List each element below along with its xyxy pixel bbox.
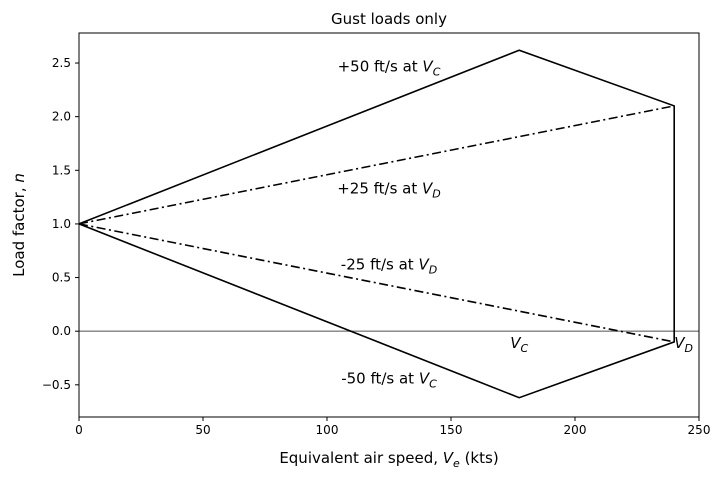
x-tick-label: 200 <box>564 423 587 437</box>
y-tick-label: 1.5 <box>52 163 71 177</box>
annotation-sub: D <box>684 342 692 355</box>
y-tick-label: 0.0 <box>52 324 71 338</box>
annotation-sub: C <box>429 377 437 390</box>
axes-frame <box>78 32 700 418</box>
y-tick-label: −0.5 <box>42 378 71 392</box>
x-axis-label-unit: (kts) <box>460 449 499 467</box>
y-tick-label: 0.5 <box>52 271 71 285</box>
annotation-gust-minus-50: -50 ft/s at VC <box>341 369 437 390</box>
x-axis-label-var: V <box>443 449 455 467</box>
annotation-text: -50 ft/s at <box>341 369 419 387</box>
series-line-dashdot-2 <box>78 223 675 343</box>
annotation-text: +25 ft/s at <box>337 180 422 198</box>
annotation-gust-plus-25: +25 ft/s at VD <box>337 180 441 201</box>
x-axis-label-sub: e <box>453 457 460 470</box>
annotation-gust-plus-50: +50 ft/s at VC <box>338 57 441 78</box>
annotation-var: V <box>422 180 434 198</box>
series-line-dashdot-1 <box>78 105 675 225</box>
x-tick-label: 50 <box>195 423 210 437</box>
series-line-solid-0 <box>78 49 676 399</box>
x-axis-ticks: 0 50 100 150 200 250 <box>75 417 710 437</box>
x-tick-label: 150 <box>440 423 463 437</box>
x-tick-label: 250 <box>688 423 711 437</box>
annotation-speed-vd: VD <box>674 334 693 355</box>
annotation-sub: D <box>432 188 440 201</box>
annotation-sub: D <box>429 264 437 277</box>
y-axis-label-var: n <box>10 173 28 183</box>
annotation-sub: C <box>520 342 528 355</box>
x-tick-label: 100 <box>316 423 339 437</box>
annotation-text: +50 ft/s at <box>338 57 423 75</box>
y-tick-label: 2.5 <box>52 56 71 70</box>
chart-title: Gust loads only <box>331 10 447 28</box>
y-axis-label: Load factor, n <box>10 173 28 277</box>
annotation-text: -25 ft/s at <box>341 256 419 274</box>
y-tick-label: 2.0 <box>52 110 71 124</box>
annotations: +50 ft/s at VC+25 ft/s at VD-25 ft/s at … <box>337 57 693 390</box>
annotation-var: V <box>674 334 686 352</box>
annotation-sub: C <box>433 65 441 78</box>
annotation-var: V <box>510 334 522 352</box>
x-tick-label: 0 <box>75 423 83 437</box>
annotation-var: V <box>422 57 434 75</box>
series-layer <box>78 49 676 399</box>
annotation-var: V <box>418 256 430 274</box>
plot-area: +50 ft/s at VC+25 ft/s at VD-25 ft/s at … <box>78 32 700 418</box>
annotation-speed-vc: VC <box>510 334 528 355</box>
y-axis-ticks: −0.5 0.0 0.5 1.0 1.5 2.0 2.5 <box>42 56 79 392</box>
x-axis-label: Equivalent air speed, Ve (kts) <box>279 449 498 470</box>
annotation-var: V <box>419 369 431 387</box>
x-axis-label-text: Equivalent air speed, <box>279 449 442 467</box>
annotation-gust-minus-25: -25 ft/s at VD <box>341 256 437 277</box>
y-tick-label: 1.0 <box>52 217 71 231</box>
y-axis-label-text: Load factor, <box>10 183 28 277</box>
